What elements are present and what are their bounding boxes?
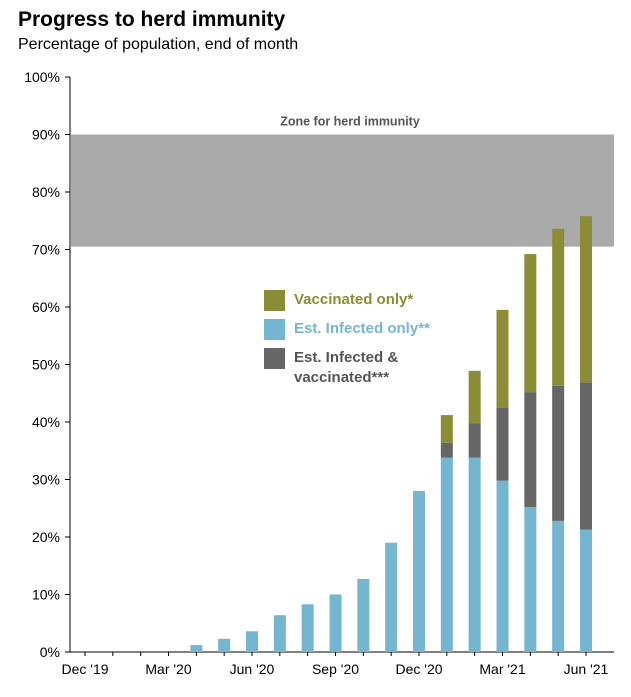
x-tick-label: Mar '21 [479, 661, 525, 677]
legend: Vaccinated only* Est. Infected only** Es… [264, 290, 474, 396]
zone-label: Zone for herd immunity [280, 115, 420, 129]
bar-infected [552, 520, 565, 652]
legend-swatch-infected-vaccinated [264, 348, 285, 369]
tick-labels: 0% 10% 20% 30% 40% 50% 60% 70% 80% 90% 100% Dec '19… [24, 69, 608, 677]
bar-infected [413, 491, 425, 652]
bar-infected [301, 604, 314, 652]
bar-vaccinated [552, 228, 565, 386]
bar-infected [385, 542, 398, 652]
y-tick-label: 40% [32, 414, 60, 430]
bar-infected [580, 529, 592, 652]
herd-immunity-zone-group: Zone for herd immunity [71, 115, 614, 247]
legend-label-vaccinated: Vaccinated only* [294, 291, 414, 308]
y-tick-label: 90% [32, 127, 60, 143]
y-tick-label: 10% [32, 587, 60, 603]
bar-both [524, 392, 537, 508]
y-tick-label: 80% [32, 184, 60, 200]
x-tick-label: Jun '20 [230, 661, 275, 677]
bar-infected [357, 578, 370, 652]
x-tick-label: Sep '20 [312, 661, 359, 677]
x-tick-label: Dec '19 [61, 661, 108, 677]
bar-vaccinated [440, 415, 453, 443]
bar-both [468, 423, 481, 458]
bar-infected [218, 638, 231, 652]
bar-both [552, 385, 565, 521]
bar-infected [468, 457, 481, 652]
x-tick-label: Dec '20 [395, 661, 442, 677]
chart-title: Progress to herd immunity [18, 8, 286, 31]
legend-item-infected-vaccinated: Est. Infected & vaccinated*** [264, 348, 474, 388]
axes [65, 76, 614, 656]
chart-subtitle: Percentage of population, end of month [18, 36, 299, 53]
y-tick-label: 60% [32, 299, 60, 315]
y-tick-label: 20% [32, 529, 60, 545]
y-tick-label: 30% [32, 472, 60, 488]
bar-vaccinated [468, 370, 481, 424]
bar-infected [190, 645, 203, 652]
legend-label-infected: Est. Infected only** [294, 320, 430, 337]
legend-item-infected: Est. Infected only** [264, 319, 474, 340]
bar-vaccinated [496, 309, 509, 408]
y-tick-label: 100% [24, 69, 60, 85]
herd-immunity-zone [71, 134, 614, 247]
bar-vaccinated [524, 254, 537, 393]
y-tick-label: 0% [40, 644, 60, 660]
bar-infected [524, 507, 537, 652]
bar-infected [440, 457, 453, 652]
bar-both [580, 382, 592, 530]
bar-infected [329, 594, 342, 652]
bar-vaccinated [580, 216, 592, 383]
y-tick-label: 50% [32, 357, 60, 373]
legend-label-infected-vaccinated: Est. Infected & vaccinated*** [294, 349, 399, 386]
legend-swatch-vaccinated [264, 290, 285, 311]
bar-infected [246, 631, 258, 652]
x-tick-label: Jun '21 [564, 661, 609, 677]
bar-infected [273, 615, 286, 652]
y-tick-label: 70% [32, 242, 60, 258]
bar-both [496, 407, 509, 481]
bar-both [440, 442, 453, 458]
x-tick-label: Mar '20 [145, 661, 191, 677]
legend-swatch-infected [264, 319, 285, 340]
legend-item-vaccinated: Vaccinated only* [264, 290, 474, 311]
bars [190, 216, 592, 652]
bar-infected [496, 480, 509, 652]
